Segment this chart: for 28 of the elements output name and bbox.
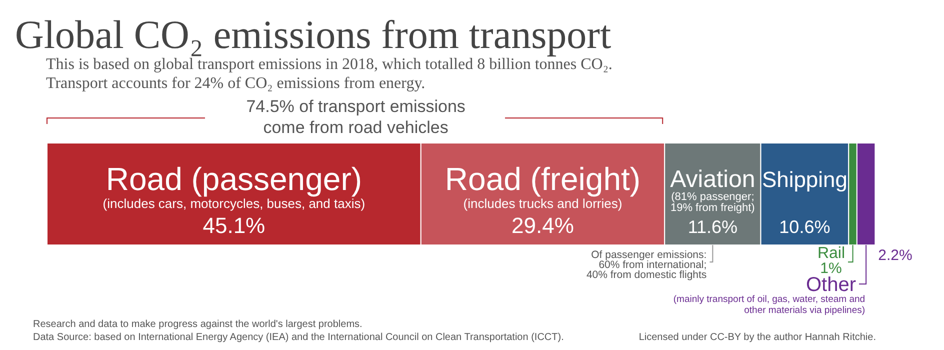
series-label: Rail xyxy=(817,245,845,262)
data-label: 11.6% xyxy=(688,217,738,237)
chart-title: Global CO₂ emissions from transport xyxy=(15,12,612,57)
series-label: Other xyxy=(806,274,856,296)
data-label: 1% xyxy=(820,260,842,277)
series-label: Road (freight) xyxy=(444,161,641,197)
series-label: Aviation xyxy=(670,166,756,193)
text: 74.5% of transport emissions xyxy=(246,97,466,116)
text: Of passenger emissions: xyxy=(591,249,707,261)
text: come from road vehicles xyxy=(263,118,448,137)
text: 40% from domestic flights xyxy=(586,269,707,281)
chart-subtitle: This is based on global transport emissions in 2018, which totalled 8 billion tonnes CO₂. Transport accounts for 24% of CO₂ emissions from energy. xyxy=(46,56,612,92)
text: (mainly transport of oil, gas, water, steam and xyxy=(673,294,866,305)
data-label: 2.2% xyxy=(878,247,912,264)
data-label: 10.6% xyxy=(779,217,830,237)
text: Licensed under CC-BY by the author Hannah Ritchie. xyxy=(638,332,876,343)
series-label: Road (passenger) xyxy=(106,161,362,197)
annotation: (includes trucks and lorries) xyxy=(463,196,622,211)
annotation: 19% from freight) xyxy=(670,202,755,214)
annotation: (81% passenger; xyxy=(671,191,754,203)
data-label: 29.4% xyxy=(512,213,574,238)
series-label: Shipping xyxy=(762,167,848,192)
text: other materials via pipelines) xyxy=(744,305,866,316)
data-label: 45.1% xyxy=(202,213,266,238)
text: Research and data to make progress against the world's largest problems. xyxy=(33,319,362,330)
annotation: (includes cars, motorcycles, buses, and taxis) xyxy=(102,196,366,211)
source-note: Data Source: based on International Energy Agency (IEA) and the International Council on Clean Transportation (ICCT). xyxy=(33,332,564,343)
text: 60% from international; xyxy=(598,259,707,271)
